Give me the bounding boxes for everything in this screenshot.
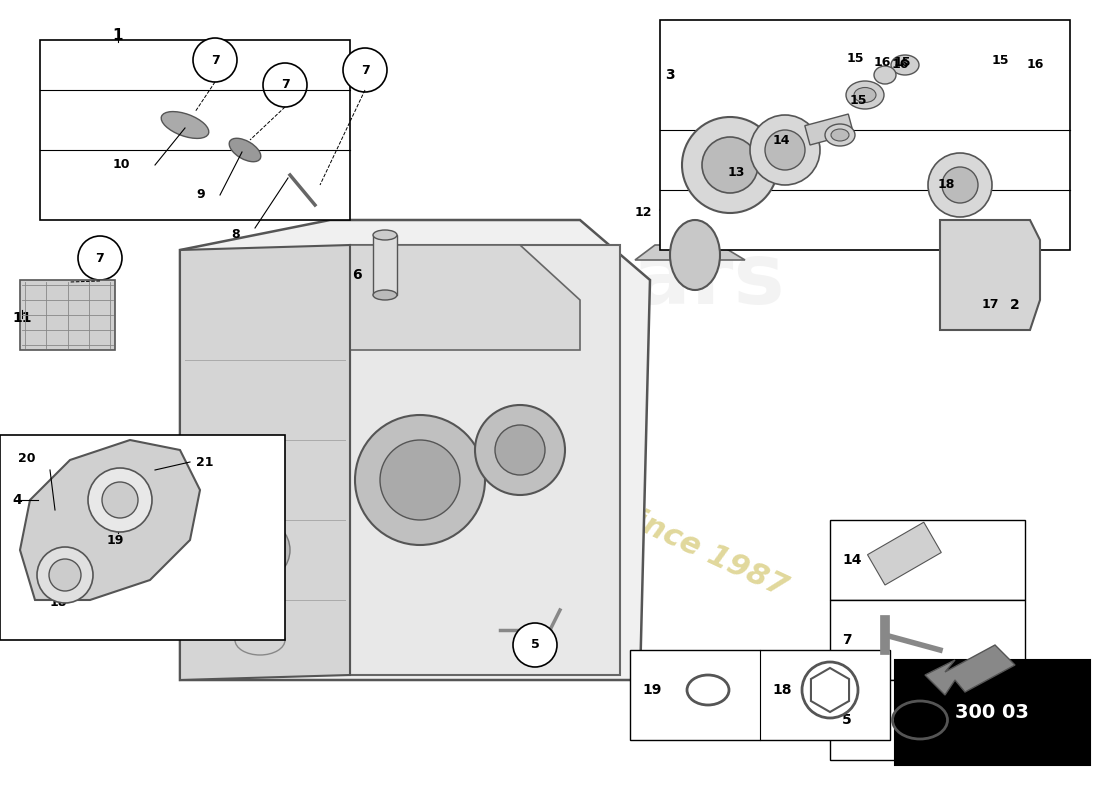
Circle shape [475,405,565,495]
FancyBboxPatch shape [830,600,1025,680]
Text: 6: 6 [352,268,362,282]
Text: 1: 1 [112,27,123,42]
Ellipse shape [670,220,720,290]
Text: 15: 15 [849,94,867,106]
Circle shape [96,483,140,527]
Circle shape [355,415,485,545]
Circle shape [928,153,992,217]
Text: 19: 19 [642,683,661,697]
Circle shape [78,236,122,280]
Text: 16: 16 [873,55,891,69]
Ellipse shape [830,129,849,141]
Text: 19: 19 [107,534,123,546]
Polygon shape [350,245,580,350]
Ellipse shape [229,138,261,162]
Text: 20: 20 [19,451,35,465]
FancyBboxPatch shape [0,435,285,640]
Polygon shape [180,245,350,680]
Circle shape [343,48,387,92]
Bar [868,522,942,585]
Ellipse shape [162,111,209,138]
Text: 18: 18 [937,178,955,191]
Text: 14: 14 [772,134,790,146]
Polygon shape [350,245,620,675]
Ellipse shape [825,124,855,146]
Ellipse shape [373,290,397,300]
Circle shape [764,130,805,170]
Circle shape [230,520,290,580]
Polygon shape [925,645,1015,695]
Bar [805,114,854,145]
Polygon shape [940,220,1040,330]
Text: 7: 7 [280,78,289,91]
Text: 19: 19 [110,500,125,510]
Text: 18: 18 [50,597,67,610]
Circle shape [750,115,820,185]
Ellipse shape [373,230,397,240]
Text: 2: 2 [1010,298,1020,312]
Text: 4: 4 [12,493,22,507]
Text: 7: 7 [96,251,104,265]
Circle shape [102,482,138,518]
Text: europ-ars: europ-ars [315,238,785,322]
Text: 12: 12 [635,206,652,219]
Text: 16: 16 [891,58,909,71]
Text: 14: 14 [842,553,861,567]
FancyBboxPatch shape [830,520,1025,600]
Circle shape [263,63,307,107]
Text: 15: 15 [893,55,911,69]
Text: 9: 9 [197,189,205,202]
Ellipse shape [891,55,918,75]
Polygon shape [20,280,115,350]
Bar [373,235,397,295]
Circle shape [513,623,557,667]
Circle shape [702,137,758,193]
Polygon shape [180,220,650,680]
Text: 15: 15 [846,51,864,65]
Polygon shape [20,440,200,600]
Text: 16: 16 [1026,58,1044,71]
Ellipse shape [874,66,896,84]
Text: 5: 5 [842,713,851,727]
FancyBboxPatch shape [895,660,1090,765]
FancyBboxPatch shape [830,680,1025,760]
Text: 7: 7 [842,633,851,647]
Text: a passion for parts since 1987: a passion for parts since 1987 [308,357,792,603]
Text: 15: 15 [991,54,1009,66]
Text: 5: 5 [530,638,539,651]
Text: 11: 11 [12,311,32,325]
Text: 7: 7 [210,54,219,66]
Circle shape [379,440,460,520]
Text: 10: 10 [112,158,130,171]
FancyBboxPatch shape [40,40,350,220]
Circle shape [495,425,544,475]
Text: 21: 21 [196,455,213,469]
Circle shape [88,468,152,532]
Polygon shape [635,245,745,260]
Text: 7: 7 [361,63,370,77]
Text: 3: 3 [666,68,674,82]
Text: 13: 13 [727,166,745,179]
FancyBboxPatch shape [660,20,1070,250]
Ellipse shape [846,81,884,109]
Circle shape [192,38,236,82]
Text: 300 03: 300 03 [955,703,1028,722]
Circle shape [50,559,81,591]
FancyBboxPatch shape [630,650,890,740]
Circle shape [682,117,778,213]
Text: 8: 8 [231,229,240,242]
Ellipse shape [854,87,876,102]
Text: 18: 18 [772,683,792,697]
Circle shape [37,547,94,603]
Text: 17: 17 [982,298,1000,311]
Circle shape [942,167,978,203]
